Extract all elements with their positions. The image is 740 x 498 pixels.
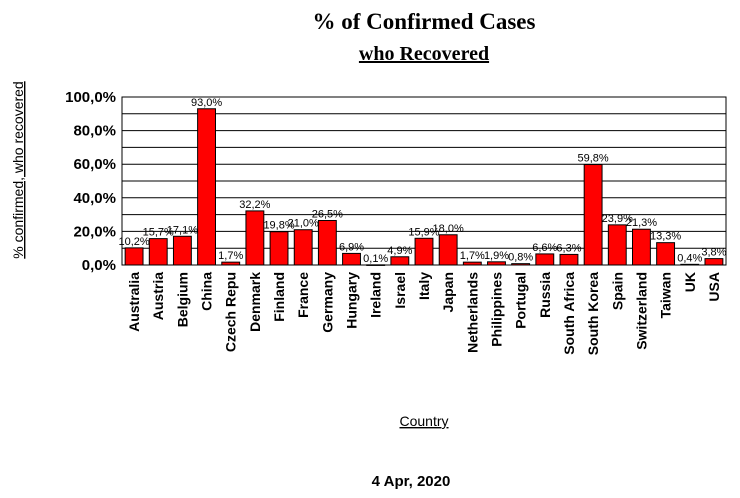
y-tick-label: 100,0% bbox=[65, 89, 116, 106]
bar bbox=[704, 258, 724, 266]
data-label: 0,1% bbox=[363, 253, 388, 265]
data-label: 1,7% bbox=[218, 250, 243, 262]
x-tick-label: UK bbox=[682, 272, 698, 292]
x-tick-label: Spain bbox=[609, 272, 625, 310]
x-tick-label: Denmark bbox=[247, 272, 263, 332]
bars bbox=[124, 108, 724, 266]
data-label: 19,8% bbox=[263, 220, 294, 232]
x-tick-label: China bbox=[199, 272, 215, 311]
data-label: 32,2% bbox=[239, 199, 270, 211]
x-tick-label: Hungary bbox=[344, 272, 360, 329]
x-tick-label: USA bbox=[706, 272, 722, 302]
data-label: 15,7% bbox=[143, 227, 174, 239]
y-tick-labels: 0,0% 20,0% 40,0% 60,0% 80,0% 100,0% bbox=[65, 89, 116, 274]
x-tick-label: Finland bbox=[271, 272, 287, 322]
bar bbox=[656, 242, 676, 266]
x-tick-label: Netherlands bbox=[464, 272, 480, 353]
bar bbox=[293, 229, 313, 266]
bar bbox=[148, 238, 168, 266]
bar bbox=[172, 235, 192, 266]
bar bbox=[317, 219, 337, 266]
bar bbox=[197, 108, 216, 266]
data-label: 18,0% bbox=[433, 223, 464, 235]
data-label: 6,6% bbox=[532, 242, 557, 254]
bar bbox=[245, 210, 265, 266]
data-label: 1,7% bbox=[460, 250, 485, 262]
data-label: 13,3% bbox=[650, 231, 681, 243]
x-tick-label: Australia bbox=[126, 272, 142, 332]
x-tick-label: Portugal bbox=[513, 272, 529, 329]
data-label: 59,8% bbox=[578, 153, 609, 165]
gridlines bbox=[122, 113, 726, 249]
data-label: 0,8% bbox=[508, 252, 533, 264]
x-tick-label: South Africa bbox=[561, 272, 577, 355]
x-tick-label: Israel bbox=[392, 272, 408, 309]
x-tick-label: South Korea bbox=[585, 272, 601, 355]
x-tick-label: Japan bbox=[440, 272, 456, 312]
chart-subtitle: who Recovered bbox=[359, 43, 489, 65]
x-tick-label: Switzerland bbox=[633, 272, 649, 350]
bar bbox=[124, 247, 144, 266]
x-tick-label: Italy bbox=[416, 272, 432, 300]
data-labels: 10,2%15,7%17,1%93,0%1,7%32,2%19,8%21,0%2… bbox=[118, 97, 726, 265]
y-tick-label: 20,0% bbox=[73, 223, 116, 240]
x-tick-label: Austria bbox=[150, 272, 166, 320]
y-axis-label: % confirmed, who recovered bbox=[10, 81, 26, 258]
x-tick-label: Germany bbox=[319, 272, 335, 333]
x-tick-label: France bbox=[295, 272, 311, 318]
plot-area-frame bbox=[121, 96, 727, 266]
data-label: 21,0% bbox=[288, 218, 319, 230]
bar bbox=[607, 224, 627, 266]
bar bbox=[583, 164, 603, 266]
chart-title: % of Confirmed Cases bbox=[313, 9, 536, 34]
data-label: 26,5% bbox=[312, 208, 343, 220]
bar bbox=[390, 256, 410, 266]
date-footer: 4 Apr, 2020 bbox=[372, 473, 451, 490]
x-tick-label: Belgium bbox=[174, 272, 190, 327]
data-label: 93,0% bbox=[191, 97, 222, 109]
bar bbox=[632, 228, 651, 266]
data-label: 6,3% bbox=[556, 242, 581, 254]
y-tick-label: 0,0% bbox=[82, 257, 116, 274]
bar bbox=[342, 252, 361, 266]
data-label: 3,8% bbox=[701, 247, 726, 259]
data-label: 0,4% bbox=[677, 252, 702, 264]
bar bbox=[269, 231, 289, 266]
bar bbox=[559, 253, 579, 266]
y-tick-label: 60,0% bbox=[73, 156, 116, 173]
y-tick-label: 80,0% bbox=[73, 123, 116, 140]
data-label: 1,9% bbox=[484, 250, 509, 262]
x-tick-labels: Australia Austria Belgium China Czech Repu De… bbox=[126, 272, 722, 355]
data-label: 15,9% bbox=[408, 226, 439, 238]
data-label: 17,1% bbox=[167, 224, 198, 236]
bar bbox=[438, 234, 458, 266]
x-tick-label: Ireland bbox=[368, 272, 384, 318]
y-tick-label: 40,0% bbox=[73, 190, 116, 207]
bar bbox=[535, 253, 555, 266]
data-label: 10,2% bbox=[118, 236, 149, 248]
x-tick-label: Czech Repu bbox=[223, 272, 239, 352]
data-label: 23,9% bbox=[602, 213, 633, 225]
x-axis-label: Country bbox=[399, 413, 448, 429]
data-label: 21,3% bbox=[626, 217, 657, 229]
x-tick-label: Russia bbox=[537, 272, 553, 318]
x-tick-label: Taiwan bbox=[658, 272, 674, 318]
data-label: 6,9% bbox=[339, 241, 364, 253]
x-tick-label: Philippines bbox=[488, 272, 504, 347]
data-label: 4,9% bbox=[387, 245, 412, 257]
bar bbox=[414, 237, 434, 266]
